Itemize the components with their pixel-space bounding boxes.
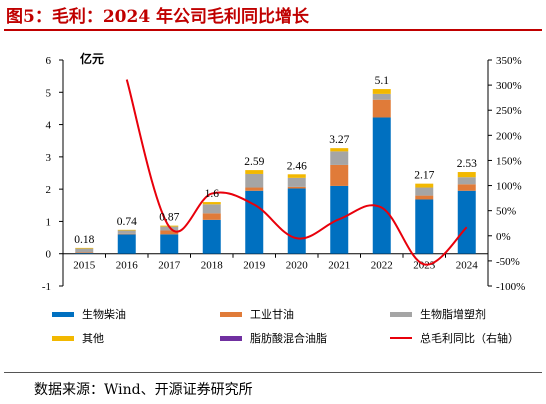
right-tick-label: -100%	[496, 281, 525, 293]
bar-segment	[372, 89, 391, 94]
right-tick-label: 50%	[496, 206, 516, 218]
total-label: 1.6	[205, 188, 220, 200]
bar-segment	[457, 184, 476, 191]
total-label: 3.27	[329, 134, 349, 146]
total-label: 5.1	[375, 75, 390, 87]
yoy-line	[125, 79, 468, 266]
bar-segment	[457, 190, 476, 254]
legend-label: 生物柴油	[82, 307, 126, 321]
legend-label: 其他	[82, 332, 104, 345]
title-rule	[4, 29, 542, 31]
right-tick-label: 0%	[496, 231, 511, 243]
total-label: 2.17	[414, 170, 434, 182]
category-label: 2022	[371, 260, 393, 272]
right-tick-label: 350%	[496, 55, 522, 67]
bar-segment	[75, 247, 94, 249]
category-label: 2019	[243, 260, 266, 272]
yoy-line-path	[125, 79, 468, 266]
bar-segment	[202, 202, 221, 205]
left-tick-label: 3	[46, 152, 52, 164]
bar-segment	[287, 188, 306, 254]
left-tick-label: -1	[42, 281, 51, 293]
bar-segment	[415, 199, 434, 254]
legend-swatch	[52, 312, 74, 317]
bar-segment	[202, 213, 221, 220]
category-label: 2024	[456, 260, 479, 272]
bar-segment	[117, 233, 136, 235]
right-tick-label: 300%	[496, 80, 522, 92]
bar-segment	[287, 177, 306, 187]
bar-segment	[202, 219, 221, 254]
data-labels: 0.18 0.74 0.87 1.6 2.59 2.46 3.27 5.1 2.17 2.53	[74, 75, 477, 246]
bar-segment	[245, 173, 264, 188]
category-label: 2021	[328, 260, 350, 272]
category-label: 2015	[73, 260, 96, 272]
left-tick-label: 4	[46, 120, 52, 132]
category-label: 2023	[413, 260, 436, 272]
source-note: 数据来源：Wind、开源证券研究所	[34, 382, 253, 398]
bar-segment	[75, 248, 94, 253]
legend-swatch	[220, 312, 242, 317]
category-label: 2016	[116, 260, 139, 272]
legend-swatch	[52, 336, 74, 341]
bar-segment	[372, 117, 391, 254]
left-axis-unit: 亿元	[80, 51, 104, 66]
category-label: 2017	[158, 260, 181, 272]
bar-segment	[330, 151, 349, 165]
total-label: 2.53	[457, 158, 477, 170]
bar-segment	[202, 204, 221, 214]
legend-swatch	[390, 312, 412, 317]
left-tick-label: 1	[46, 216, 52, 228]
right-tick-label: 200%	[496, 130, 522, 142]
right-tick-label: 100%	[496, 181, 522, 193]
bar-segment	[330, 148, 349, 152]
right-tick-label: 250%	[496, 105, 522, 117]
left-tick-label: 5	[46, 87, 52, 99]
bar-segment	[415, 195, 434, 200]
bar-segment	[415, 187, 434, 196]
total-label: 0.74	[117, 216, 137, 228]
legend-label: 工业甘油	[250, 307, 294, 321]
bar-segment	[160, 230, 179, 235]
bar-segment	[457, 172, 476, 178]
bar-segment	[457, 177, 476, 185]
axes: -1 0 1 2 3 4 5 6 -100% -50% 0% 50% 100% 150% 200% 250% 3…	[42, 55, 526, 293]
source-rule	[4, 372, 542, 373]
legend-swatch	[220, 336, 242, 341]
bar-segment	[372, 93, 391, 100]
total-label: 0.18	[74, 234, 94, 246]
bar-segment	[330, 164, 349, 186]
legend-label: 总毛利同比（右轴）	[420, 331, 519, 345]
bar-segment	[287, 174, 306, 178]
total-label: 0.87	[159, 212, 179, 224]
bar-segment	[160, 226, 179, 231]
left-tick-label: 0	[46, 249, 52, 261]
bar-segment	[245, 170, 264, 174]
bar-segment	[117, 234, 136, 254]
figure-title: 图5：毛利：2024 年公司毛利同比增长	[6, 7, 310, 27]
bar-segment	[75, 252, 94, 254]
left-tick-label: 6	[46, 55, 52, 67]
bar-segment	[117, 229, 136, 231]
right-tick-label: -50%	[496, 256, 520, 268]
left-tick-label: 2	[46, 184, 52, 196]
bar-segment	[372, 99, 391, 118]
bar-segment	[245, 190, 264, 254]
category-label: 2018	[201, 260, 224, 272]
category-label: 2020	[286, 260, 309, 272]
bar-segment	[160, 234, 179, 254]
bar-segment	[117, 230, 136, 234]
bar-segment	[75, 253, 94, 254]
bar-segment	[415, 183, 434, 188]
right-tick-label: 150%	[496, 155, 522, 167]
total-label: 2.46	[287, 160, 307, 172]
legend-label: 生物脂增塑剂	[420, 307, 486, 321]
bar-segment	[287, 186, 306, 189]
total-label: 2.59	[244, 156, 264, 168]
bars	[75, 89, 476, 254]
bar-segment	[245, 187, 264, 191]
legend-label: 脂肪酸混合油脂	[250, 331, 327, 345]
